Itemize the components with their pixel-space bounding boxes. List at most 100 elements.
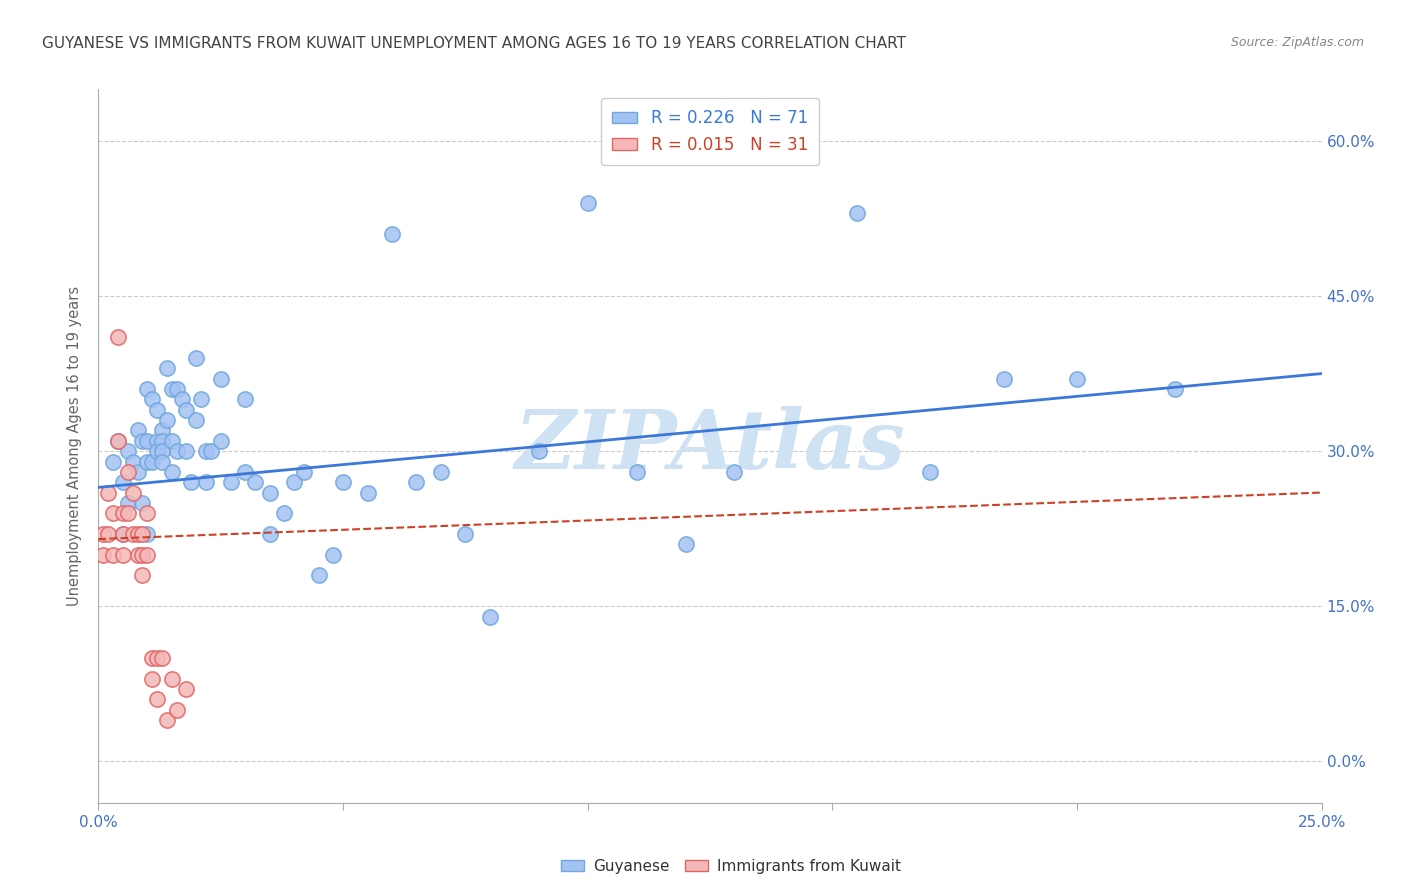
Point <box>576 196 599 211</box>
Point <box>186 413 208 427</box>
Point <box>332 475 354 490</box>
Point <box>356 485 378 500</box>
Point <box>454 527 477 541</box>
Point <box>195 475 218 490</box>
Point <box>180 475 202 490</box>
Point <box>176 444 198 458</box>
Point <box>131 568 153 582</box>
Point <box>920 465 942 479</box>
Point <box>430 465 453 479</box>
Point <box>1066 372 1088 386</box>
Point <box>176 681 198 696</box>
Point <box>308 568 330 582</box>
Point <box>107 330 129 344</box>
Y-axis label: Unemployment Among Ages 16 to 19 years: Unemployment Among Ages 16 to 19 years <box>67 286 83 606</box>
Point <box>209 434 232 448</box>
Point <box>127 548 149 562</box>
Point <box>146 444 169 458</box>
Point <box>141 454 163 468</box>
Point <box>127 424 149 438</box>
Point <box>243 475 266 490</box>
Point <box>219 475 242 490</box>
Point <box>141 672 163 686</box>
Point <box>131 496 153 510</box>
Point <box>160 434 183 448</box>
Point <box>121 485 143 500</box>
Point <box>527 444 550 458</box>
Point <box>170 392 193 407</box>
Point <box>150 434 173 448</box>
Point <box>111 527 134 541</box>
Point <box>107 434 129 448</box>
Point <box>176 402 198 417</box>
Point <box>131 548 153 562</box>
Point <box>200 444 222 458</box>
Point <box>156 361 179 376</box>
Point <box>150 424 173 438</box>
Point <box>626 465 648 479</box>
Point <box>186 351 208 365</box>
Point <box>136 506 159 520</box>
Point <box>91 548 114 562</box>
Text: GUYANESE VS IMMIGRANTS FROM KUWAIT UNEMPLOYMENT AMONG AGES 16 TO 19 YEARS CORREL: GUYANESE VS IMMIGRANTS FROM KUWAIT UNEMP… <box>42 36 907 51</box>
Point <box>160 382 183 396</box>
Legend: Guyanese, Immigrants from Kuwait: Guyanese, Immigrants from Kuwait <box>555 853 907 880</box>
Point <box>117 496 139 510</box>
Point <box>121 527 143 541</box>
Point <box>259 527 281 541</box>
Point <box>166 382 188 396</box>
Point <box>292 465 315 479</box>
Point <box>209 372 232 386</box>
Point <box>190 392 212 407</box>
Point <box>146 402 169 417</box>
Point <box>91 527 114 541</box>
Point <box>723 465 745 479</box>
Point <box>156 713 179 727</box>
Point <box>273 506 295 520</box>
Point <box>381 227 404 241</box>
Point <box>111 475 134 490</box>
Point <box>405 475 427 490</box>
Point <box>136 434 159 448</box>
Point <box>107 434 129 448</box>
Point <box>101 548 124 562</box>
Point <box>127 527 149 541</box>
Point <box>111 506 134 520</box>
Point <box>675 537 697 551</box>
Legend: R = 0.226   N = 71, R = 0.015   N = 31: R = 0.226 N = 71, R = 0.015 N = 31 <box>600 97 820 165</box>
Point <box>146 692 169 706</box>
Point <box>845 206 868 220</box>
Text: Source: ZipAtlas.com: Source: ZipAtlas.com <box>1230 36 1364 49</box>
Point <box>141 651 163 665</box>
Point <box>117 465 139 479</box>
Point <box>97 485 120 500</box>
Point <box>121 454 143 468</box>
Point <box>150 444 173 458</box>
Point <box>166 444 188 458</box>
Point <box>136 548 159 562</box>
Point <box>160 465 183 479</box>
Point <box>233 465 256 479</box>
Point <box>111 548 134 562</box>
Point <box>233 392 256 407</box>
Point <box>111 527 134 541</box>
Point <box>136 527 159 541</box>
Point <box>150 454 173 468</box>
Point <box>166 703 188 717</box>
Point <box>127 465 149 479</box>
Point <box>136 454 159 468</box>
Point <box>146 434 169 448</box>
Point <box>1164 382 1187 396</box>
Point <box>195 444 218 458</box>
Point <box>101 454 124 468</box>
Point <box>156 413 179 427</box>
Point <box>150 651 173 665</box>
Point <box>136 382 159 396</box>
Point <box>117 444 139 458</box>
Point <box>131 527 153 541</box>
Text: ZIPAtlas: ZIPAtlas <box>515 406 905 486</box>
Point <box>160 672 183 686</box>
Point <box>97 527 120 541</box>
Point <box>322 548 344 562</box>
Point <box>146 651 169 665</box>
